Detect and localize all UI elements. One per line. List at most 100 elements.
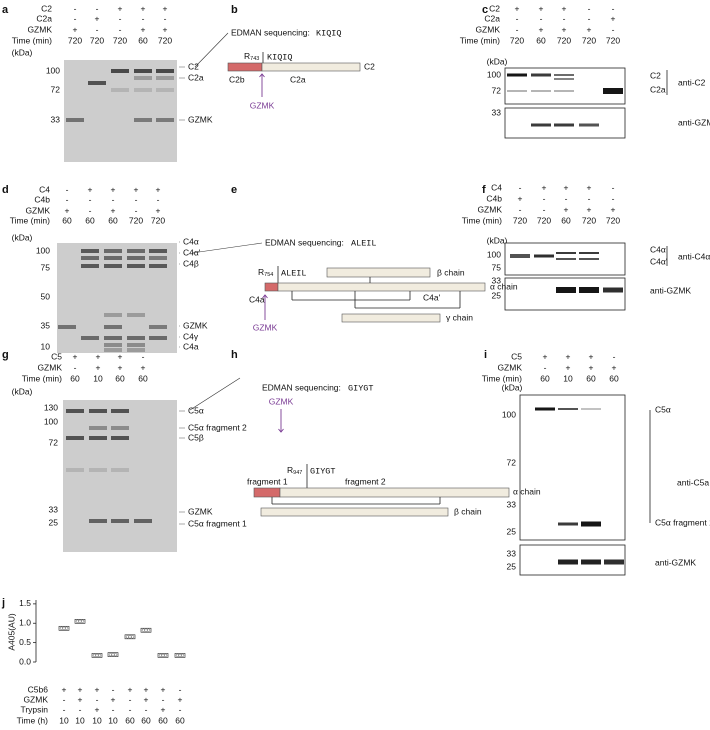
condition-cell: + bbox=[589, 362, 594, 372]
condition-cell: + bbox=[141, 3, 146, 13]
band-label: C2 bbox=[650, 70, 661, 80]
band bbox=[149, 249, 167, 253]
condition-cell: - bbox=[112, 704, 115, 714]
site-seq: KIQIQ bbox=[267, 52, 293, 62]
antibody-label: anti-GZMK bbox=[650, 285, 691, 295]
condition-label: GZMK bbox=[475, 24, 500, 34]
band bbox=[581, 559, 601, 565]
data-point bbox=[163, 653, 168, 658]
marker-label: 100 bbox=[46, 65, 60, 75]
panel-letter: a bbox=[2, 4, 9, 16]
data-point bbox=[125, 635, 130, 639]
band-label: C5α bbox=[655, 404, 671, 414]
band-label: C4γ bbox=[183, 331, 199, 341]
condition-cell: + bbox=[611, 13, 616, 23]
condition-cell: - bbox=[612, 3, 615, 13]
chain-label: C2 bbox=[364, 61, 375, 71]
band bbox=[89, 426, 107, 430]
condition-cell: - bbox=[112, 194, 115, 204]
kda-label: (kDa) bbox=[502, 382, 523, 392]
condition-cell: 10 bbox=[75, 715, 85, 725]
condition-cell: + bbox=[144, 684, 149, 694]
condition-cell: - bbox=[540, 13, 543, 23]
condition-cell: - bbox=[179, 704, 182, 714]
marker-label: 25 bbox=[507, 561, 517, 571]
chain-bar bbox=[264, 282, 279, 292]
fragment-label: fragment 1 bbox=[247, 476, 288, 486]
band bbox=[554, 90, 574, 92]
band bbox=[531, 90, 551, 92]
condition-cell: + bbox=[178, 694, 183, 704]
band bbox=[58, 325, 76, 329]
condition-cell: + bbox=[96, 362, 101, 372]
band bbox=[534, 254, 554, 258]
marker-label: 75 bbox=[492, 262, 502, 272]
condition-cell: 720 bbox=[606, 215, 620, 225]
condition-label: GZMK bbox=[25, 205, 50, 215]
band bbox=[127, 336, 145, 340]
condition-cell: - bbox=[74, 13, 77, 23]
marker-label: 75 bbox=[41, 262, 51, 272]
data-point bbox=[158, 653, 163, 658]
condition-cell: 10 bbox=[93, 373, 103, 383]
condition-cell: 720 bbox=[68, 35, 82, 45]
condition-cell: 720 bbox=[510, 35, 524, 45]
band bbox=[104, 325, 122, 329]
condition-label: GZMK bbox=[497, 362, 522, 372]
edman-label: EDMAN sequencing: bbox=[262, 382, 341, 392]
chain-bar bbox=[341, 313, 441, 323]
band-label: C4a bbox=[183, 341, 199, 351]
marker-label: 33 bbox=[492, 107, 502, 117]
condition-cell: 60 bbox=[85, 215, 95, 225]
band bbox=[556, 258, 576, 260]
band bbox=[66, 409, 84, 413]
condition-label: C5 bbox=[51, 351, 62, 361]
condition-cell: 720 bbox=[606, 35, 620, 45]
site-number: 754 bbox=[264, 272, 273, 278]
fragment-label: fragment 2 bbox=[345, 476, 386, 486]
condition-cell: 720 bbox=[113, 35, 127, 45]
band bbox=[156, 76, 174, 80]
data-box bbox=[74, 619, 86, 624]
marker-label: 72 bbox=[51, 84, 61, 94]
condition-cell: + bbox=[564, 182, 569, 192]
data-point bbox=[62, 626, 66, 630]
panel-letter: e bbox=[231, 184, 237, 196]
kda-label: (kDa) bbox=[487, 235, 508, 245]
condition-cell: - bbox=[96, 24, 99, 34]
data-box bbox=[157, 653, 169, 658]
condition-cell: + bbox=[78, 694, 83, 704]
marker-label: 35 bbox=[41, 320, 51, 330]
data-point bbox=[78, 619, 82, 623]
condition-cell: + bbox=[612, 362, 617, 372]
band bbox=[507, 90, 527, 92]
band bbox=[554, 78, 574, 80]
band-label: C5α fragment 1 bbox=[188, 518, 247, 528]
condition-cell: 720 bbox=[537, 215, 551, 225]
data-point bbox=[161, 653, 165, 658]
condition-label: C4b bbox=[486, 193, 502, 203]
condition-cell: - bbox=[119, 13, 122, 23]
band bbox=[579, 123, 599, 127]
band-label: C4β bbox=[183, 258, 199, 268]
condition-cell: + bbox=[111, 694, 116, 704]
condition-label: GZMK bbox=[477, 204, 502, 214]
blot bbox=[504, 67, 626, 105]
fragment-label: C2b bbox=[229, 74, 245, 84]
arrowhead bbox=[262, 294, 268, 299]
condition-cell: - bbox=[79, 704, 82, 714]
condition-cell: + bbox=[73, 351, 78, 361]
marker-label: 100 bbox=[36, 245, 50, 255]
condition-cell: - bbox=[96, 3, 99, 13]
condition-cell: + bbox=[118, 3, 123, 13]
condition-label: Trypsin bbox=[20, 704, 48, 714]
condition-cell: + bbox=[95, 704, 100, 714]
condition-cell: - bbox=[89, 205, 92, 215]
band bbox=[111, 426, 129, 430]
panel-letter: h bbox=[231, 349, 238, 361]
band bbox=[149, 325, 167, 329]
condition-cell: - bbox=[66, 184, 69, 194]
band-label: C2 bbox=[188, 61, 199, 71]
marker-label: 25 bbox=[49, 517, 59, 527]
band bbox=[134, 69, 152, 73]
